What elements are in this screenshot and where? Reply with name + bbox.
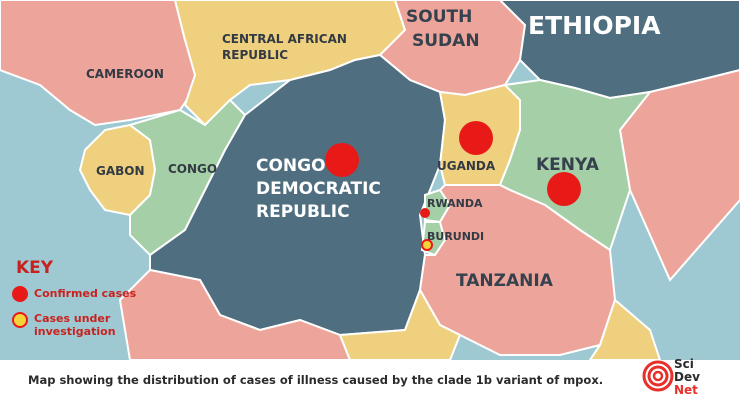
label-kenya: KENYA: [536, 155, 600, 175]
label-car-line2: REPUBLIC: [222, 48, 288, 62]
scidevnet-logo: Sci Dev Net: [640, 352, 736, 398]
logo-swirl-icon: [642, 360, 674, 392]
key-confirmed-label: Confirmed cases: [34, 287, 137, 300]
map-canvas: ETHIOPIA SOUTH SUDAN CENTRAL AFRICAN REP…: [0, 0, 740, 360]
key-row-investigation: Cases under investigation: [12, 312, 124, 338]
label-rwanda: RWANDA: [427, 197, 483, 210]
confirmed-dot-icon: [12, 286, 28, 302]
marker-confirmed-rwanda: [420, 208, 430, 218]
country-south: [338, 287, 462, 360]
logo-line2: Dev: [674, 370, 700, 384]
label-car-line1: CENTRAL AFRICAN: [222, 32, 347, 46]
label-cameroon: CAMEROON: [86, 67, 164, 81]
label-congo: CONGO: [168, 162, 217, 176]
country-southwest: [118, 268, 352, 360]
label-drc-line1: CONGO: [256, 156, 326, 176]
marker-investigation-burundi: [421, 239, 433, 251]
label-ethiopia: ETHIOPIA: [528, 11, 661, 40]
logo-line1: Sci: [674, 357, 694, 371]
label-uganda: UGANDA: [437, 159, 496, 173]
key-investigation-label: Cases under investigation: [34, 312, 116, 338]
country-southeast: [588, 298, 662, 360]
investigation-dot-icon: [12, 312, 28, 328]
country-tanzania: [418, 184, 617, 356]
key-title: KEY: [16, 258, 54, 278]
label-burundi: BURUNDI: [427, 230, 484, 243]
label-south-sudan-line1: SOUTH: [406, 7, 472, 27]
logo-line3: Net: [674, 383, 698, 397]
key-row-confirmed: Confirmed cases: [12, 286, 144, 302]
label-south-sudan-line2: SUDAN: [412, 31, 480, 51]
marker-confirmed-uganda: [459, 121, 493, 155]
marker-confirmed-kenya: [547, 172, 581, 206]
label-drc-line3: REPUBLIC: [256, 202, 350, 222]
marker-confirmed-drc: [325, 143, 359, 177]
label-gabon: GABON: [96, 164, 145, 178]
label-drc-line2: DEMOCRATIC: [256, 179, 381, 199]
label-tanzania: TANZANIA: [456, 271, 554, 291]
map-caption: Map showing the distribution of cases of…: [28, 373, 604, 387]
